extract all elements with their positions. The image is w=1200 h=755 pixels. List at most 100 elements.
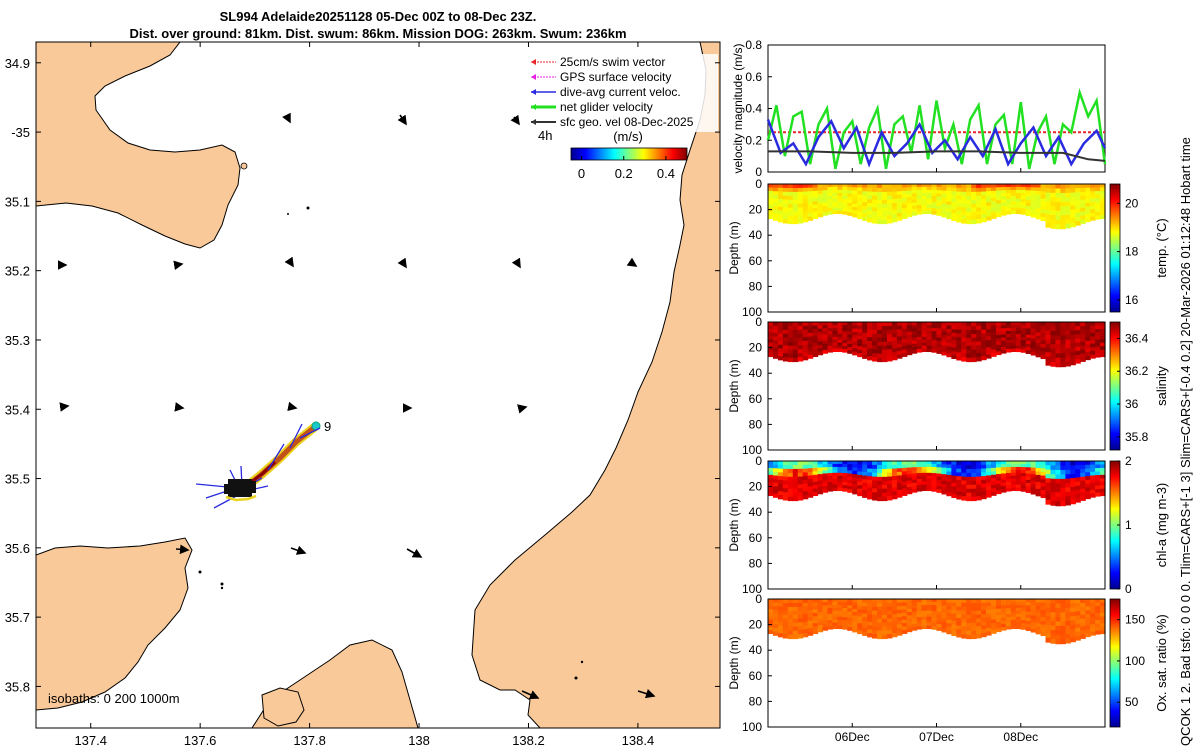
profile-cell — [961, 215, 967, 220]
profile-cell — [971, 492, 977, 498]
profile-cell — [1050, 210, 1057, 216]
profile-cell — [1005, 193, 1012, 197]
profile-cell — [1040, 351, 1047, 356]
profile-cell — [881, 630, 888, 636]
profile-cell — [911, 343, 918, 348]
profile-cell — [1085, 468, 1091, 473]
profile-cell — [1085, 621, 1091, 626]
profile-cell — [872, 203, 878, 208]
profile-cell — [1035, 626, 1042, 631]
profile-cell — [1075, 212, 1081, 218]
profile-cell — [951, 468, 957, 473]
profile-cell — [881, 622, 888, 628]
profile-cell — [772, 336, 779, 341]
profile-cell — [881, 325, 888, 331]
profile-cell — [966, 199, 972, 205]
profile-cell — [981, 325, 987, 331]
profile-cell — [787, 610, 794, 616]
profile-cell — [1045, 611, 1052, 617]
profile-cell — [867, 479, 873, 485]
profile-cell — [847, 325, 853, 329]
profile-cell — [1035, 184, 1042, 188]
profile-cell — [827, 461, 834, 465]
profile-cell — [1080, 599, 1086, 604]
profile-cell — [936, 599, 943, 603]
profile-cell — [916, 328, 923, 332]
profile-cell — [896, 325, 903, 330]
profile-cell — [926, 475, 933, 480]
profile-cell — [941, 348, 948, 353]
profile-cell — [1030, 328, 1037, 333]
profile-cell — [842, 205, 848, 209]
profile-cell — [782, 602, 789, 608]
profile-cell — [1090, 606, 1096, 611]
profile-cell — [991, 342, 997, 347]
profile-cell — [1065, 357, 1071, 363]
profile-cell — [802, 337, 809, 342]
profile-cell — [886, 333, 893, 339]
profile-cell — [891, 352, 898, 357]
profile-cell — [1060, 344, 1066, 350]
profile-cell — [1030, 335, 1037, 340]
profile-cell — [901, 485, 908, 490]
profile-cell — [867, 210, 873, 215]
profile-cell — [891, 476, 898, 481]
profile-cell — [991, 339, 997, 344]
profile-cell — [877, 472, 883, 478]
profile-cell — [926, 342, 933, 347]
profile-cell — [991, 349, 997, 354]
profile-cell — [1015, 622, 1022, 627]
profile-cell — [877, 215, 883, 221]
profile-cell — [926, 613, 933, 618]
profile-cell — [986, 471, 992, 476]
dive-vector — [299, 427, 321, 439]
profile-cell — [827, 602, 834, 606]
profile-cell — [1095, 464, 1101, 469]
profile-cell — [901, 190, 908, 195]
profile-cell — [906, 480, 913, 485]
profile-cell — [768, 325, 774, 330]
profile-cell — [807, 205, 814, 210]
profile-cell — [931, 602, 938, 606]
profile-cell — [862, 354, 868, 359]
profile-ylabel: Depth (m) — [727, 498, 741, 551]
profile-cell — [1045, 209, 1052, 215]
profile-cell — [768, 474, 774, 479]
legend-label: GPS surface velocity — [560, 70, 671, 84]
profile-cell — [1055, 322, 1061, 327]
profile-cell — [881, 191, 888, 197]
profile-cell — [797, 622, 804, 627]
profile-cell — [1010, 475, 1017, 480]
profile-cell — [822, 346, 829, 351]
profile-cell — [1085, 199, 1091, 204]
profile-cell — [981, 614, 987, 619]
profile-cell — [857, 478, 863, 483]
profile-cell — [1025, 479, 1032, 484]
profile-cell — [956, 210, 962, 215]
profile-cell — [921, 616, 928, 621]
profile-cell — [847, 627, 853, 631]
profile-cell — [1065, 335, 1071, 341]
profile-cell — [966, 599, 972, 604]
profile-cell — [847, 193, 853, 198]
islet-dot — [198, 570, 202, 574]
profile-cell — [867, 218, 873, 223]
profile-cell — [1020, 340, 1027, 344]
profile-cell — [961, 187, 967, 193]
profile-cell — [792, 476, 799, 482]
profile-cell — [986, 205, 992, 210]
profile-cell — [901, 605, 908, 610]
profile-cell — [896, 354, 903, 359]
profile-cell — [797, 606, 804, 612]
profile-cell — [956, 202, 962, 208]
profile-cell — [852, 203, 858, 208]
profile-cell — [951, 343, 957, 349]
profile-cell — [1070, 339, 1076, 344]
profile-cell — [951, 325, 957, 330]
profile-cell — [1045, 629, 1052, 635]
profile-cell — [772, 461, 779, 466]
profile-cell — [812, 474, 819, 479]
profile-cell — [1015, 487, 1022, 492]
profile-cell — [777, 495, 784, 500]
profile-cell — [1075, 599, 1081, 604]
